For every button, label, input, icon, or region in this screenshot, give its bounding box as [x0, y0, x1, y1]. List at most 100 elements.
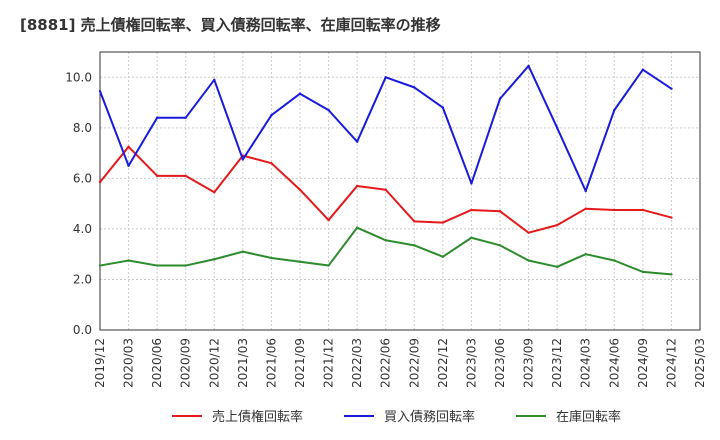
data-point [470, 208, 473, 212]
data-point [213, 258, 216, 261]
data-point [327, 218, 330, 222]
x-tick-label: 2022/06 [379, 338, 393, 388]
data-point [127, 259, 130, 262]
data-point [98, 264, 102, 267]
x-tick-label: 2023/12 [550, 338, 564, 388]
data-point [498, 97, 502, 100]
data-point [527, 259, 530, 262]
x-tick-label: 2020/06 [150, 338, 164, 388]
data-point [413, 86, 416, 89]
series-line [99, 226, 672, 276]
x-tick-label: 2021/03 [236, 338, 250, 388]
x-tick-label: 2024/06 [607, 338, 621, 388]
data-point [184, 116, 187, 119]
data-point [441, 255, 445, 258]
data-point [584, 207, 587, 210]
data-point [641, 68, 645, 71]
data-point [270, 162, 273, 165]
x-tick-label: 2024/09 [636, 338, 650, 388]
legend-item-2: 買入債務回転率 [344, 409, 475, 425]
x-tick-label: 2020/03 [122, 338, 136, 388]
data-point [384, 239, 387, 242]
y-tick-label: 8.0 [73, 121, 92, 135]
data-point [613, 259, 616, 262]
data-point [555, 126, 559, 130]
x-tick-label: 2023/06 [493, 338, 507, 388]
data-point [527, 231, 530, 234]
x-tick-label: 2023/03 [464, 338, 478, 388]
y-axis: 0.0 2.0 4.0 6.0 8.0 10.0 [65, 70, 92, 337]
data-point [584, 252, 587, 256]
data-point [670, 216, 673, 219]
series-1 [98, 145, 673, 234]
plot-frame [99, 51, 701, 331]
data-point [298, 260, 302, 263]
y-tick-label: 6.0 [73, 171, 92, 185]
series-3 [98, 226, 673, 276]
x-tick-label: 2022/09 [407, 338, 421, 388]
data-point [355, 184, 359, 188]
data-point [498, 210, 502, 213]
y-tick-label: 4.0 [73, 222, 92, 236]
data-point [470, 182, 473, 185]
data-point [441, 221, 445, 224]
data-point [470, 236, 473, 239]
data-point [270, 113, 273, 117]
plot-border [99, 51, 701, 331]
data-point [327, 108, 330, 112]
data-point [98, 89, 102, 93]
x-tick-label: 2021/06 [264, 338, 278, 388]
data-point [327, 264, 330, 267]
data-point [441, 106, 445, 109]
data-point [213, 78, 216, 82]
data-point [384, 76, 387, 79]
data-point [270, 256, 273, 260]
data-point [384, 188, 387, 191]
x-tick-label: 2019/12 [93, 338, 107, 388]
data-point [670, 273, 673, 276]
legend-item-1: 売上債権回転率 [172, 409, 303, 425]
data-point [213, 191, 216, 194]
chart-title: [8881] 売上債権回転率、買入債務回転率、在庫回転率の推移 [20, 16, 441, 34]
data-point [413, 244, 416, 247]
data-point [127, 145, 130, 148]
data-point [184, 174, 187, 178]
legend-item-3: 在庫回転率 [516, 409, 621, 425]
data-point [127, 164, 130, 167]
series-2 [98, 64, 673, 193]
x-tick-label: 2021/12 [322, 338, 336, 388]
data-point [241, 250, 245, 253]
data-point [155, 174, 159, 178]
data-point [298, 188, 302, 191]
x-tick-label: 2024/12 [664, 338, 678, 388]
data-point [584, 189, 587, 193]
data-point [298, 92, 302, 95]
legend-label: 買入債務回転率 [384, 409, 475, 425]
data-point [670, 87, 673, 90]
legend: 売上債権回転率 買入債務回転率 在庫回転率 [172, 409, 621, 425]
data-point [555, 265, 559, 269]
data-point [498, 244, 502, 247]
y-tick-label: 2.0 [73, 272, 92, 286]
data-point [641, 208, 645, 212]
data-point [355, 226, 359, 229]
grid [99, 52, 701, 331]
data-point [355, 140, 359, 143]
data-point [241, 158, 245, 161]
data-point [613, 208, 616, 212]
x-tick-label: 2022/03 [350, 338, 364, 388]
x-tick-label: 2023/09 [522, 338, 536, 388]
data-point [613, 108, 616, 112]
x-tick-label: 2022/12 [436, 338, 450, 388]
data-point [155, 264, 159, 267]
x-tick-label: 2020/09 [179, 338, 193, 388]
data-point [184, 264, 187, 267]
y-tick-label: 10.0 [65, 70, 92, 84]
data-point [555, 223, 559, 227]
data-point [98, 180, 102, 184]
data-point [527, 64, 530, 68]
x-tick-label: 2021/09 [293, 338, 307, 388]
x-tick-label: 2024/03 [579, 338, 593, 388]
series-layer [98, 64, 673, 276]
